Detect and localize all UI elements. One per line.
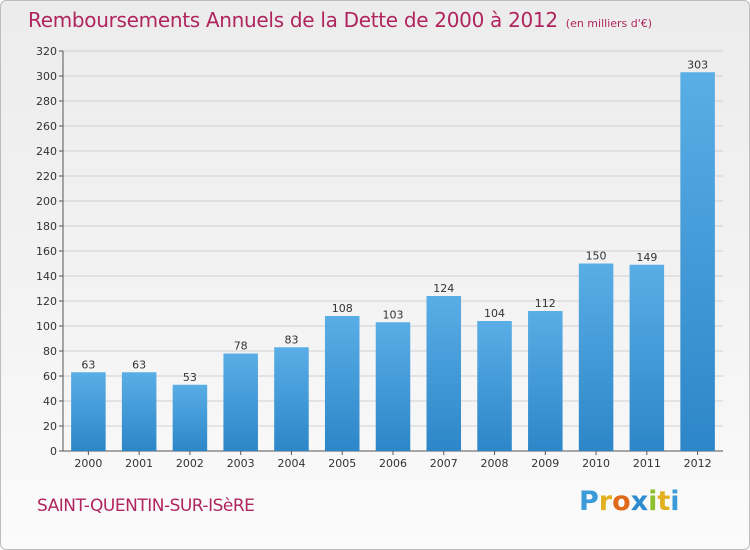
chart-title-text: Remboursements Annuels de la Dette de 20… <box>28 8 558 32</box>
bar-value-label: 103 <box>383 308 404 321</box>
logo-letter: i <box>670 486 680 517</box>
y-tick-label: 320 <box>36 45 57 58</box>
y-tick-label: 80 <box>43 345 57 358</box>
bar-value-label: 108 <box>332 302 353 315</box>
y-tick-label: 120 <box>36 295 57 308</box>
x-tick-label: 2003 <box>227 457 255 470</box>
bar <box>172 384 208 451</box>
bar <box>680 72 715 451</box>
chart-subtitle: (en milliers d'€) <box>565 17 653 30</box>
bar-value-label: 303 <box>687 58 708 71</box>
y-tick-label: 300 <box>36 70 57 83</box>
bar <box>629 264 665 451</box>
x-tick-label: 2011 <box>633 457 661 470</box>
bar-value-label: 63 <box>132 358 146 371</box>
x-tick-label: 2009 <box>531 457 559 470</box>
bar <box>121 372 157 451</box>
x-tick-label: 2000 <box>74 457 102 470</box>
bar-chart: 0 20 40 60 80 100 120 140 160 180 200 220 240 260 280 3… <box>36 45 723 470</box>
bar-value-label: 104 <box>484 307 505 320</box>
y-tick-label: 20 <box>43 420 57 433</box>
logo-letter: i <box>648 486 658 517</box>
proxiti-logo: Proxiti <box>579 486 680 517</box>
y-tick-label: 200 <box>36 195 57 208</box>
bar-value-label: 78 <box>234 340 248 353</box>
y-tick-label: 260 <box>36 120 57 133</box>
bar <box>578 263 614 451</box>
logo-letter: o <box>612 486 631 517</box>
y-tick-label: 40 <box>43 395 57 408</box>
logo-letter: t <box>657 486 671 517</box>
bar <box>477 321 512 451</box>
x-tick-label: 2006 <box>379 457 407 470</box>
bar-value-label: 149 <box>636 251 657 264</box>
bar <box>274 347 309 451</box>
x-tick-label: 2001 <box>125 457 153 470</box>
logo-letter: P <box>579 486 599 517</box>
bar-value-label: 150 <box>586 250 607 263</box>
bar <box>71 372 106 451</box>
bar <box>528 311 563 451</box>
x-tick-label: 2005 <box>328 457 356 470</box>
y-tick-label: 140 <box>36 270 57 283</box>
bar <box>324 316 360 451</box>
y-tick-label: 220 <box>36 170 57 183</box>
x-tick-label: 2007 <box>430 457 458 470</box>
bar <box>375 322 411 451</box>
y-tick-label: 0 <box>50 445 57 458</box>
y-tick-label: 160 <box>36 245 57 258</box>
bar-value-label: 124 <box>433 282 454 295</box>
x-tick-label: 2004 <box>277 457 305 470</box>
logo-letter: x <box>630 486 649 517</box>
x-tick-label: 2012 <box>684 457 712 470</box>
bar-value-label: 112 <box>535 297 556 310</box>
bar-value-label: 63 <box>81 358 95 371</box>
x-tick-label: 2010 <box>582 457 610 470</box>
bar <box>223 353 258 451</box>
bar <box>426 296 462 451</box>
x-tick-label: 2002 <box>176 457 204 470</box>
bar-value-label: 53 <box>183 371 197 384</box>
y-tick-label: 100 <box>36 320 57 333</box>
y-tick-label: 280 <box>36 95 57 108</box>
y-tick-label: 60 <box>43 370 57 383</box>
chart-title: Remboursements Annuels de la Dette de 20… <box>28 8 652 32</box>
logo-letter: r <box>598 486 613 517</box>
bar-value-label: 83 <box>284 333 298 346</box>
x-tick-label: 2008 <box>481 457 509 470</box>
city-name: SAINT-QUENTIN-SUR-ISèRE <box>37 496 255 516</box>
y-tick-label: 180 <box>36 220 57 233</box>
y-tick-label: 240 <box>36 145 57 158</box>
